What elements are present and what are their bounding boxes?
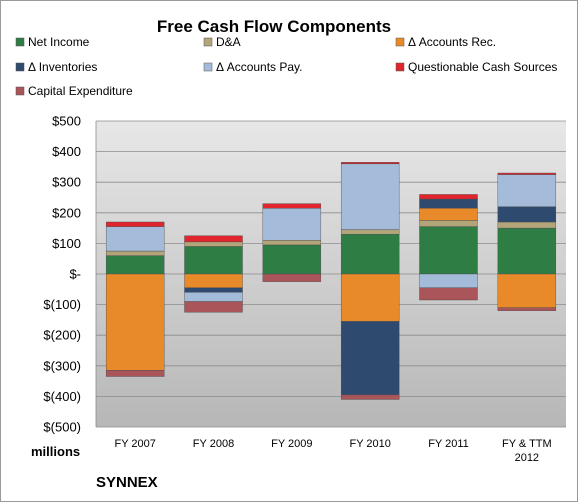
legend-swatch-net-income	[15, 37, 25, 47]
legend-label-questionable-cash-sources: Questionable Cash Sources	[408, 60, 557, 74]
bar-segment-questionable-cash-sources	[105, 221, 165, 227]
y-tick-label: $(100)	[43, 297, 81, 312]
x-tick-label: FY & TTM 2012	[502, 438, 552, 464]
bar-segment-net-income	[340, 234, 400, 275]
x-tick-label: FY 2009	[271, 438, 312, 450]
bar-segment-net-income	[105, 255, 165, 275]
y-axis: $(500) $(400) $(300) $(200) $(100) $- $100 $200…	[43, 114, 97, 435]
bar-segment-capital-expenditure	[419, 287, 478, 301]
bars	[105, 162, 557, 400]
bar-segment-questionable-cash-sources	[497, 172, 557, 175]
legend-swatch-inventories	[15, 62, 25, 72]
bar-segment-capital-expenditure	[340, 394, 400, 400]
bar-segment-accounts-pay	[105, 226, 165, 252]
bar-segment-capital-expenditure	[262, 273, 322, 282]
legend-label-capital-expenditure: Capital Expenditure	[28, 84, 133, 98]
bar-segment-capital-expenditure	[184, 301, 243, 313]
bar-segment-d-a	[340, 229, 400, 235]
bar-segment-accounts-pay	[184, 292, 243, 302]
legend-swatch-capital-expenditure	[15, 86, 25, 96]
bar-segment-inventories	[419, 198, 478, 209]
units-label: millions	[31, 444, 80, 459]
legend-swatch-accounts-pay	[203, 62, 213, 72]
x-tick-label: FY 2008	[193, 438, 234, 450]
y-tick-label: $(400)	[43, 389, 81, 404]
y-tick-label: $500	[52, 114, 81, 129]
bar-segment-capital-expenditure	[497, 307, 557, 311]
y-tick-label: $100	[52, 236, 81, 251]
chart-title: Free Cash Flow Components	[157, 17, 391, 36]
bar-segment-accounts-pay	[262, 208, 322, 241]
bar-segment-net-income	[262, 244, 322, 275]
bar-segment-questionable-cash-sources	[419, 194, 478, 200]
y-tick-label: $(200)	[43, 328, 81, 343]
bar-segment-accounts-rec	[497, 273, 557, 308]
y-tick-label: $400	[52, 144, 81, 159]
bar-segment-net-income	[184, 246, 243, 275]
bar-segment-capital-expenditure	[105, 370, 165, 377]
bar-segment-accounts-rec	[105, 273, 165, 371]
legend-label-net-income: Net Income	[28, 35, 90, 49]
x-tick-label: FY 2010	[349, 438, 390, 450]
legend: Net Income D&A Δ Accounts Rec. Δ Inventorie…	[15, 35, 557, 98]
bar-segment-accounts-rec	[184, 273, 243, 288]
bar-segment-inventories	[184, 287, 243, 293]
legend-swatch-accounts-rec	[395, 37, 405, 47]
bar-segment-d-a	[262, 240, 322, 246]
legend-label-inventories: Δ Inventories	[28, 60, 97, 74]
y-tick-label: $300	[52, 175, 81, 190]
bar-segment-accounts-rec	[340, 273, 400, 322]
bar-segment-questionable-cash-sources	[340, 162, 400, 165]
bar-segment-net-income	[419, 226, 478, 275]
bar-segment-questionable-cash-sources	[262, 203, 322, 209]
bar-segment-d-a	[105, 250, 165, 256]
legend-swatch-d-a	[203, 37, 213, 47]
bar-segment-accounts-pay	[340, 163, 400, 230]
bar-segment-accounts-pay	[497, 174, 557, 207]
bar-segment-inventories	[497, 206, 557, 223]
y-tick-label: $-	[69, 267, 81, 282]
bar-segment-d-a	[184, 241, 243, 247]
x-tick-label: FY 2011	[428, 438, 469, 450]
legend-label-accounts-pay: Δ Accounts Pay.	[216, 60, 303, 74]
brand-label: SYNNEX	[96, 474, 158, 491]
legend-swatch-questionable-cash-sources	[395, 62, 405, 72]
bar-segment-d-a	[419, 220, 478, 227]
x-axis: FY 2007 FY 2008 FY 2009 FY 2010 FY 2011 FY & …	[114, 438, 551, 464]
y-tick-label: $(500)	[43, 420, 81, 435]
bar-segment-net-income	[497, 227, 557, 275]
bar-segment-accounts-rec	[419, 208, 478, 221]
x-tick-label: FY 2007	[114, 438, 155, 450]
bar-segment-inventories	[340, 321, 400, 396]
bar-segment-questionable-cash-sources	[184, 235, 243, 243]
legend-label-d-a: D&A	[216, 35, 241, 49]
y-tick-label: $(300)	[43, 358, 81, 373]
bar-segment-accounts-pay	[419, 273, 478, 288]
legend-label-accounts-rec: Δ Accounts Rec.	[408, 35, 496, 49]
bar-segment-d-a	[497, 221, 557, 229]
gridlines	[96, 120, 566, 428]
y-tick-label: $200	[52, 205, 81, 220]
